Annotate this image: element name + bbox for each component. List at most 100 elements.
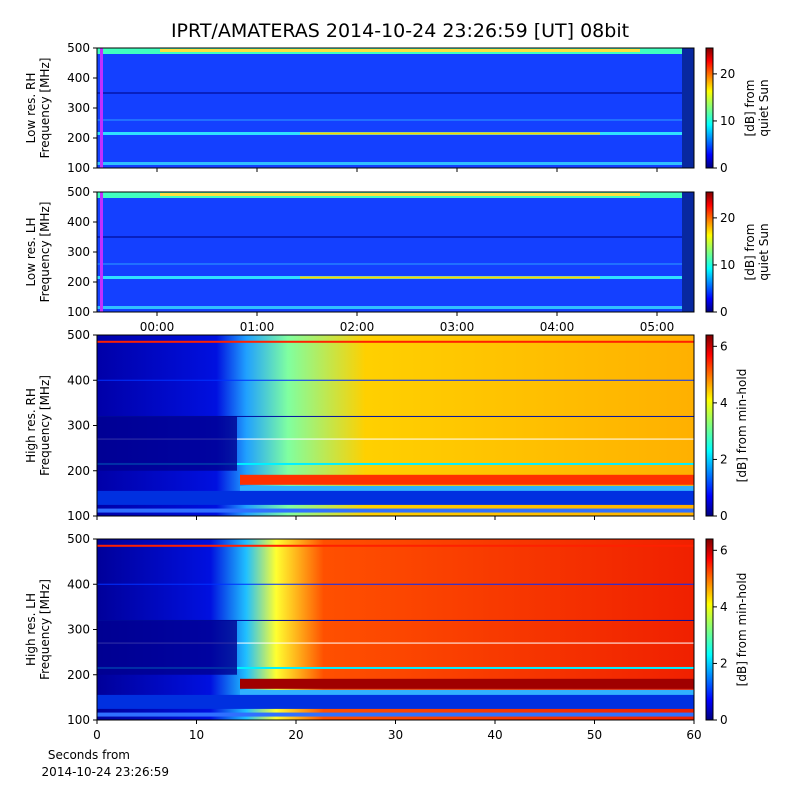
y-axis-label: High res. LH [24, 593, 38, 666]
band [300, 276, 600, 279]
x-tick-label: 30 [388, 728, 403, 742]
band [97, 415, 694, 417]
colorbar-label: [dB] from min-hold [735, 369, 749, 483]
y-tick-label: 300 [67, 245, 90, 259]
colorbar-tick-label: 2 [720, 452, 728, 466]
band [160, 49, 640, 52]
y-tick-label: 100 [67, 161, 90, 175]
y-tick-label: 400 [67, 373, 90, 387]
y-tick-label: 400 [67, 577, 90, 591]
spectrogram [97, 48, 694, 168]
colorbar-tick-label: 4 [720, 396, 728, 410]
x-tick-label: 04:00 [540, 320, 575, 334]
band [97, 438, 694, 440]
band [240, 474, 694, 485]
band [97, 694, 694, 709]
band [97, 666, 694, 669]
y-tick-label: 500 [67, 185, 90, 199]
band [97, 619, 694, 621]
y-tick-label: 400 [67, 71, 90, 85]
y-tick-label: 200 [67, 668, 90, 682]
y-axis-label: Low res. LH [24, 217, 38, 286]
y-tick-label: 400 [67, 215, 90, 229]
colorbar-label: quiet Sun [757, 79, 771, 136]
x-axis-label: 2014-10-24 23:26:59 [42, 765, 169, 779]
colorbar-tick-label: 4 [720, 600, 728, 614]
colorbar-tick-label: 0 [720, 305, 728, 319]
colorbar [705, 47, 714, 169]
x-tick-label: 10 [189, 728, 204, 742]
y-tick-label: 100 [67, 713, 90, 727]
band [682, 192, 694, 312]
band [240, 689, 694, 696]
band [682, 48, 694, 168]
colorbar-tick-label: 10 [720, 114, 735, 128]
band [97, 416, 237, 471]
band [97, 544, 694, 547]
colorbar-tick-label: 10 [720, 258, 735, 272]
band [240, 678, 694, 689]
colorbar-tick-label: 0 [720, 509, 728, 523]
y-tick-label: 100 [67, 305, 90, 319]
colorbar-tick-label: 0 [720, 161, 728, 175]
x-tick-label: 03:00 [440, 320, 475, 334]
y-tick-label: 200 [67, 131, 90, 145]
band [97, 162, 694, 165]
colorbar-tick-label: 2 [720, 656, 728, 670]
band [97, 263, 694, 265]
marker [100, 48, 103, 168]
x-tick-label: 02:00 [340, 320, 375, 334]
colorbar-tick-label: 20 [720, 67, 735, 81]
colorbar-label: [dB] from [743, 80, 757, 137]
y-tick-label: 200 [67, 464, 90, 478]
marker [100, 192, 103, 312]
y-tick-label: 500 [67, 532, 90, 546]
spectrogram [97, 192, 694, 312]
band [97, 583, 694, 585]
y-tick-label: 300 [67, 419, 90, 433]
band [240, 485, 694, 492]
x-tick-label: 50 [587, 728, 602, 742]
band [97, 712, 694, 717]
colorbar-label: [dB] from [743, 224, 757, 281]
band [97, 119, 694, 121]
band [97, 642, 694, 644]
y-tick-label: 200 [67, 275, 90, 289]
band [97, 508, 694, 513]
y-tick-label: 500 [67, 328, 90, 342]
y-tick-label: 300 [67, 101, 90, 115]
colorbar-tick-label: 6 [720, 339, 728, 353]
band [97, 340, 694, 343]
x-tick-label: 40 [487, 728, 502, 742]
colorbar-tick-label: 6 [720, 543, 728, 557]
band [97, 92, 694, 94]
y-axis-label: Frequency [MHz] [38, 58, 52, 159]
colorbar-label: [dB] from min-hold [735, 573, 749, 687]
x-tick-label: 01:00 [240, 320, 275, 334]
y-tick-label: 300 [67, 623, 90, 637]
chart-title: IPRT/AMATERAS 2014-10-24 23:26:59 [UT] 0… [171, 20, 629, 42]
x-tick-label: 60 [686, 728, 701, 742]
y-tick-label: 100 [67, 509, 90, 523]
band [97, 462, 694, 465]
y-axis-label: Frequency [MHz] [38, 375, 52, 476]
colorbar-tick-label: 20 [720, 211, 735, 225]
colorbar [705, 334, 714, 517]
band [300, 132, 600, 135]
band [97, 620, 237, 675]
colorbar-tick-label: 0 [720, 713, 728, 727]
x-axis-label: Seconds from [48, 748, 130, 762]
band [97, 236, 694, 238]
y-axis-label: Frequency [MHz] [38, 202, 52, 303]
x-tick-label: 05:00 [640, 320, 675, 334]
x-tick-label: 00:00 [140, 320, 175, 334]
colorbar [705, 538, 714, 721]
colorbar [705, 191, 714, 313]
band [97, 306, 694, 309]
y-axis-label: Frequency [MHz] [38, 579, 52, 680]
y-tick-label: 500 [67, 41, 90, 55]
band [97, 490, 694, 505]
band [97, 379, 694, 381]
colorbar-label: quiet Sun [757, 223, 771, 280]
